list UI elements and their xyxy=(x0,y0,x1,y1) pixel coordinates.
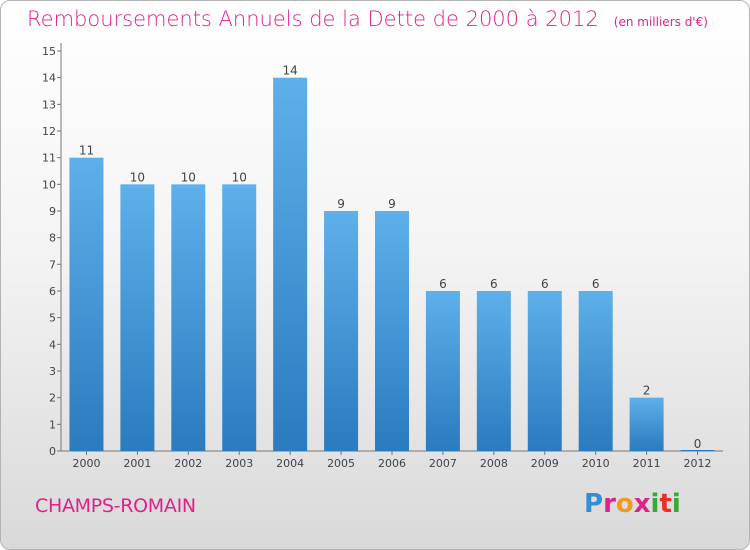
data-label: 6 xyxy=(490,277,498,291)
bar xyxy=(527,291,562,451)
data-label: 9 xyxy=(388,197,396,211)
bar xyxy=(476,291,511,451)
y-tick-label: 1 xyxy=(49,418,56,431)
bar xyxy=(69,157,104,451)
data-labels: 11 10 10 10 14 9 9 6 6 6 6 2 0 xyxy=(79,64,702,451)
x-tick-label: 2011 xyxy=(633,457,661,470)
y-tick-label: 3 xyxy=(49,365,56,378)
y-tick-label: 8 xyxy=(49,232,56,245)
data-label: 6 xyxy=(592,277,600,291)
data-label: 9 xyxy=(337,197,345,211)
x-tick-label: 2012 xyxy=(684,457,712,470)
x-tick-label: 2003 xyxy=(225,457,253,470)
x-tick-label: 2000 xyxy=(72,457,100,470)
bar xyxy=(273,77,308,452)
bar-series xyxy=(69,77,715,452)
y-tick-label: 12 xyxy=(42,125,56,138)
bar xyxy=(629,397,664,451)
proxiti-logo: Proxiti xyxy=(584,489,681,519)
data-label: 11 xyxy=(79,144,94,158)
bar xyxy=(222,184,257,452)
commune-name: CHAMPS-ROMAIN xyxy=(35,495,196,517)
y-tick-label: 7 xyxy=(49,258,56,271)
data-label: 6 xyxy=(541,277,549,291)
bar xyxy=(171,184,206,452)
y-tick-label: 13 xyxy=(42,98,56,111)
y-tick-label: 0 xyxy=(49,445,56,458)
y-tick-label: 15 xyxy=(42,45,56,58)
unit-note: (en milliers d'€) xyxy=(613,15,708,29)
y-tick-label: 11 xyxy=(42,152,56,165)
bar xyxy=(324,211,359,451)
y-tick-label: 10 xyxy=(42,178,56,191)
x-tick-label: 2010 xyxy=(582,457,610,470)
y-tick-label: 5 xyxy=(49,312,56,325)
x-tick-label: 2008 xyxy=(480,457,508,470)
data-label: 14 xyxy=(283,64,298,78)
y-tick-label: 9 xyxy=(49,205,56,218)
x-tick-label: 2009 xyxy=(531,457,559,470)
y-tick-label: 4 xyxy=(49,338,56,351)
data-label: 0 xyxy=(694,437,702,451)
y-tick-label: 6 xyxy=(49,285,56,298)
data-label: 10 xyxy=(232,170,247,184)
bar xyxy=(375,211,409,451)
data-label: 10 xyxy=(181,170,196,184)
chart-title-row: Remboursements Annuels de la Dette de 20… xyxy=(27,7,708,31)
x-tick-label: 2005 xyxy=(327,457,355,470)
y-tick-label: 14 xyxy=(42,72,56,85)
data-label: 6 xyxy=(439,277,447,291)
x-tick-label: 2007 xyxy=(429,457,457,470)
x-tick-label: 2002 xyxy=(174,457,202,470)
y-tick-label: 2 xyxy=(49,392,56,405)
x-tick-label: 2004 xyxy=(276,457,304,470)
chart-title: Remboursements Annuels de la Dette de 20… xyxy=(27,7,599,31)
bar xyxy=(425,291,460,451)
x-tick-label: 2006 xyxy=(378,457,406,470)
bar xyxy=(578,291,613,451)
bar xyxy=(120,184,155,452)
data-label: 10 xyxy=(130,170,145,184)
x-tick-label: 2001 xyxy=(123,457,151,470)
data-label: 2 xyxy=(643,384,651,398)
